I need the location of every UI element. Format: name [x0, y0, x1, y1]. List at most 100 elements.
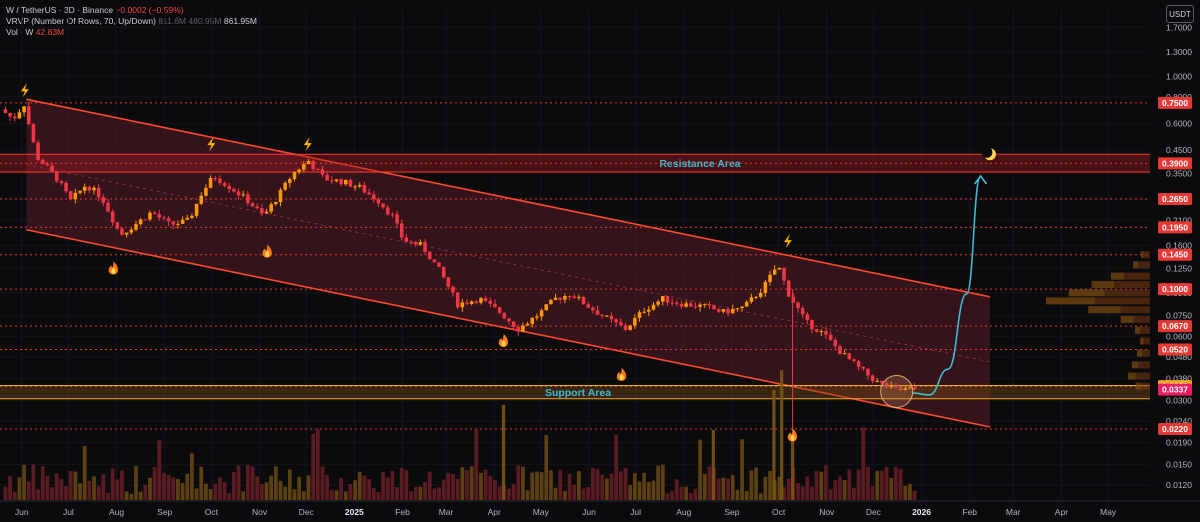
volume-bars: [3, 370, 917, 500]
candle-body: [92, 187, 96, 191]
volume-bar: [348, 484, 353, 500]
candle-body: [455, 292, 460, 308]
candle-body: [45, 163, 50, 166]
volume-bar: [660, 464, 665, 500]
candle-body: [768, 274, 772, 282]
candle-body: [656, 301, 660, 305]
y-tick-label: 0.0240: [1166, 416, 1192, 426]
volume-row[interactable]: Vol · W 42.83M: [6, 27, 257, 38]
volume-bar: [567, 473, 572, 500]
chart-markers: [20, 83, 996, 442]
candle-body: [796, 302, 800, 309]
candle-body: [50, 165, 54, 172]
candle-body: [348, 179, 353, 187]
volume-bar: [800, 486, 805, 500]
volume-bar: [45, 475, 50, 500]
y-tick-label: 0.4500: [1166, 145, 1192, 155]
candle-body: [609, 315, 614, 320]
candle-body: [661, 296, 665, 302]
candle-body: [698, 304, 702, 307]
candle-body: [246, 194, 250, 204]
volume-bar: [255, 476, 260, 500]
price-tag-label: 0.1450: [1162, 250, 1188, 260]
y-tick-label: 0.0150: [1166, 459, 1192, 469]
candle-body: [82, 186, 87, 191]
resistance-area-label: Resistance Area: [659, 158, 740, 170]
price-tag: [1158, 157, 1192, 170]
candle-body: [591, 307, 595, 311]
volume-bar: [409, 491, 413, 500]
candle-body: [726, 309, 730, 314]
currency-badge[interactable]: USDT: [1166, 5, 1194, 23]
candle-body: [213, 177, 218, 179]
volume-bar: [595, 469, 600, 500]
candle-body: [325, 174, 329, 181]
symbol-title: W / TetherUS · 3D · Binance: [6, 5, 114, 15]
volume-bar: [838, 476, 842, 500]
candle-body: [8, 112, 12, 117]
volume-bar: [250, 466, 255, 500]
volume-bar: [437, 487, 441, 500]
candle-body: [269, 204, 273, 212]
candle-body: [12, 116, 17, 119]
price-tag: [1158, 96, 1192, 109]
profile-down: [1120, 306, 1150, 314]
x-tick-label: Apr: [488, 507, 501, 517]
volume-bar: [22, 464, 26, 500]
candle-body: [344, 179, 348, 185]
candle-body: [497, 307, 502, 313]
candle-body: [800, 308, 805, 315]
profile-up: [1140, 337, 1144, 345]
volume-bar: [572, 484, 577, 500]
volume-bar: [828, 489, 833, 500]
volume-bar: [479, 472, 483, 500]
candle-body: [852, 359, 856, 362]
candle-body: [385, 207, 390, 215]
candle-body: [59, 181, 64, 184]
candle-body: [260, 208, 264, 214]
volume-bar: [157, 440, 162, 500]
volume-bar: [427, 471, 432, 500]
candle-body: [856, 361, 861, 367]
candle-body: [581, 296, 586, 305]
profile-up: [1091, 281, 1115, 289]
candle-body: [889, 385, 894, 388]
candle-body: [3, 109, 8, 113]
volume-bar: [707, 466, 712, 500]
volume-bar: [530, 472, 535, 500]
volume-bar: [8, 476, 12, 500]
profile-down: [1094, 297, 1150, 305]
candle-body: [819, 330, 824, 332]
profile-up: [1068, 289, 1105, 297]
volume-bar: [768, 470, 772, 500]
volume-bar: [152, 467, 157, 500]
symbol-row[interactable]: W / TetherUS · 3D · Binance −0.0002 (−0.…: [6, 5, 257, 16]
volume-bar: [246, 465, 250, 500]
volume-bar: [399, 467, 404, 500]
candle-body: [875, 380, 880, 382]
x-tick-label: 2026: [912, 507, 931, 517]
candle-body: [124, 232, 129, 235]
candle-body: [162, 217, 166, 219]
x-tick-label: May: [533, 507, 550, 517]
volume-bar: [763, 476, 768, 500]
candle-body: [311, 161, 315, 170]
candle-body: [227, 185, 231, 189]
price-tag: [1158, 383, 1192, 396]
volume-bar: [222, 482, 227, 500]
candle-body: [320, 169, 325, 175]
candle-body: [148, 212, 152, 220]
volume-bar: [325, 475, 329, 500]
fire-icon-core: [265, 251, 270, 258]
volume-bar: [782, 486, 786, 500]
y-tick-label: 0.1600: [1166, 241, 1192, 251]
candle-body: [702, 304, 707, 306]
volume-bar: [665, 493, 670, 500]
volume-bar: [577, 471, 581, 500]
candle-body: [689, 303, 693, 307]
candle-body: [302, 164, 306, 170]
vrvp-row[interactable]: VRVP (Number Of Rows, 70, Up/Down) 811.6…: [6, 16, 257, 27]
volume-bar: [908, 483, 912, 500]
volume-bar: [446, 472, 451, 500]
